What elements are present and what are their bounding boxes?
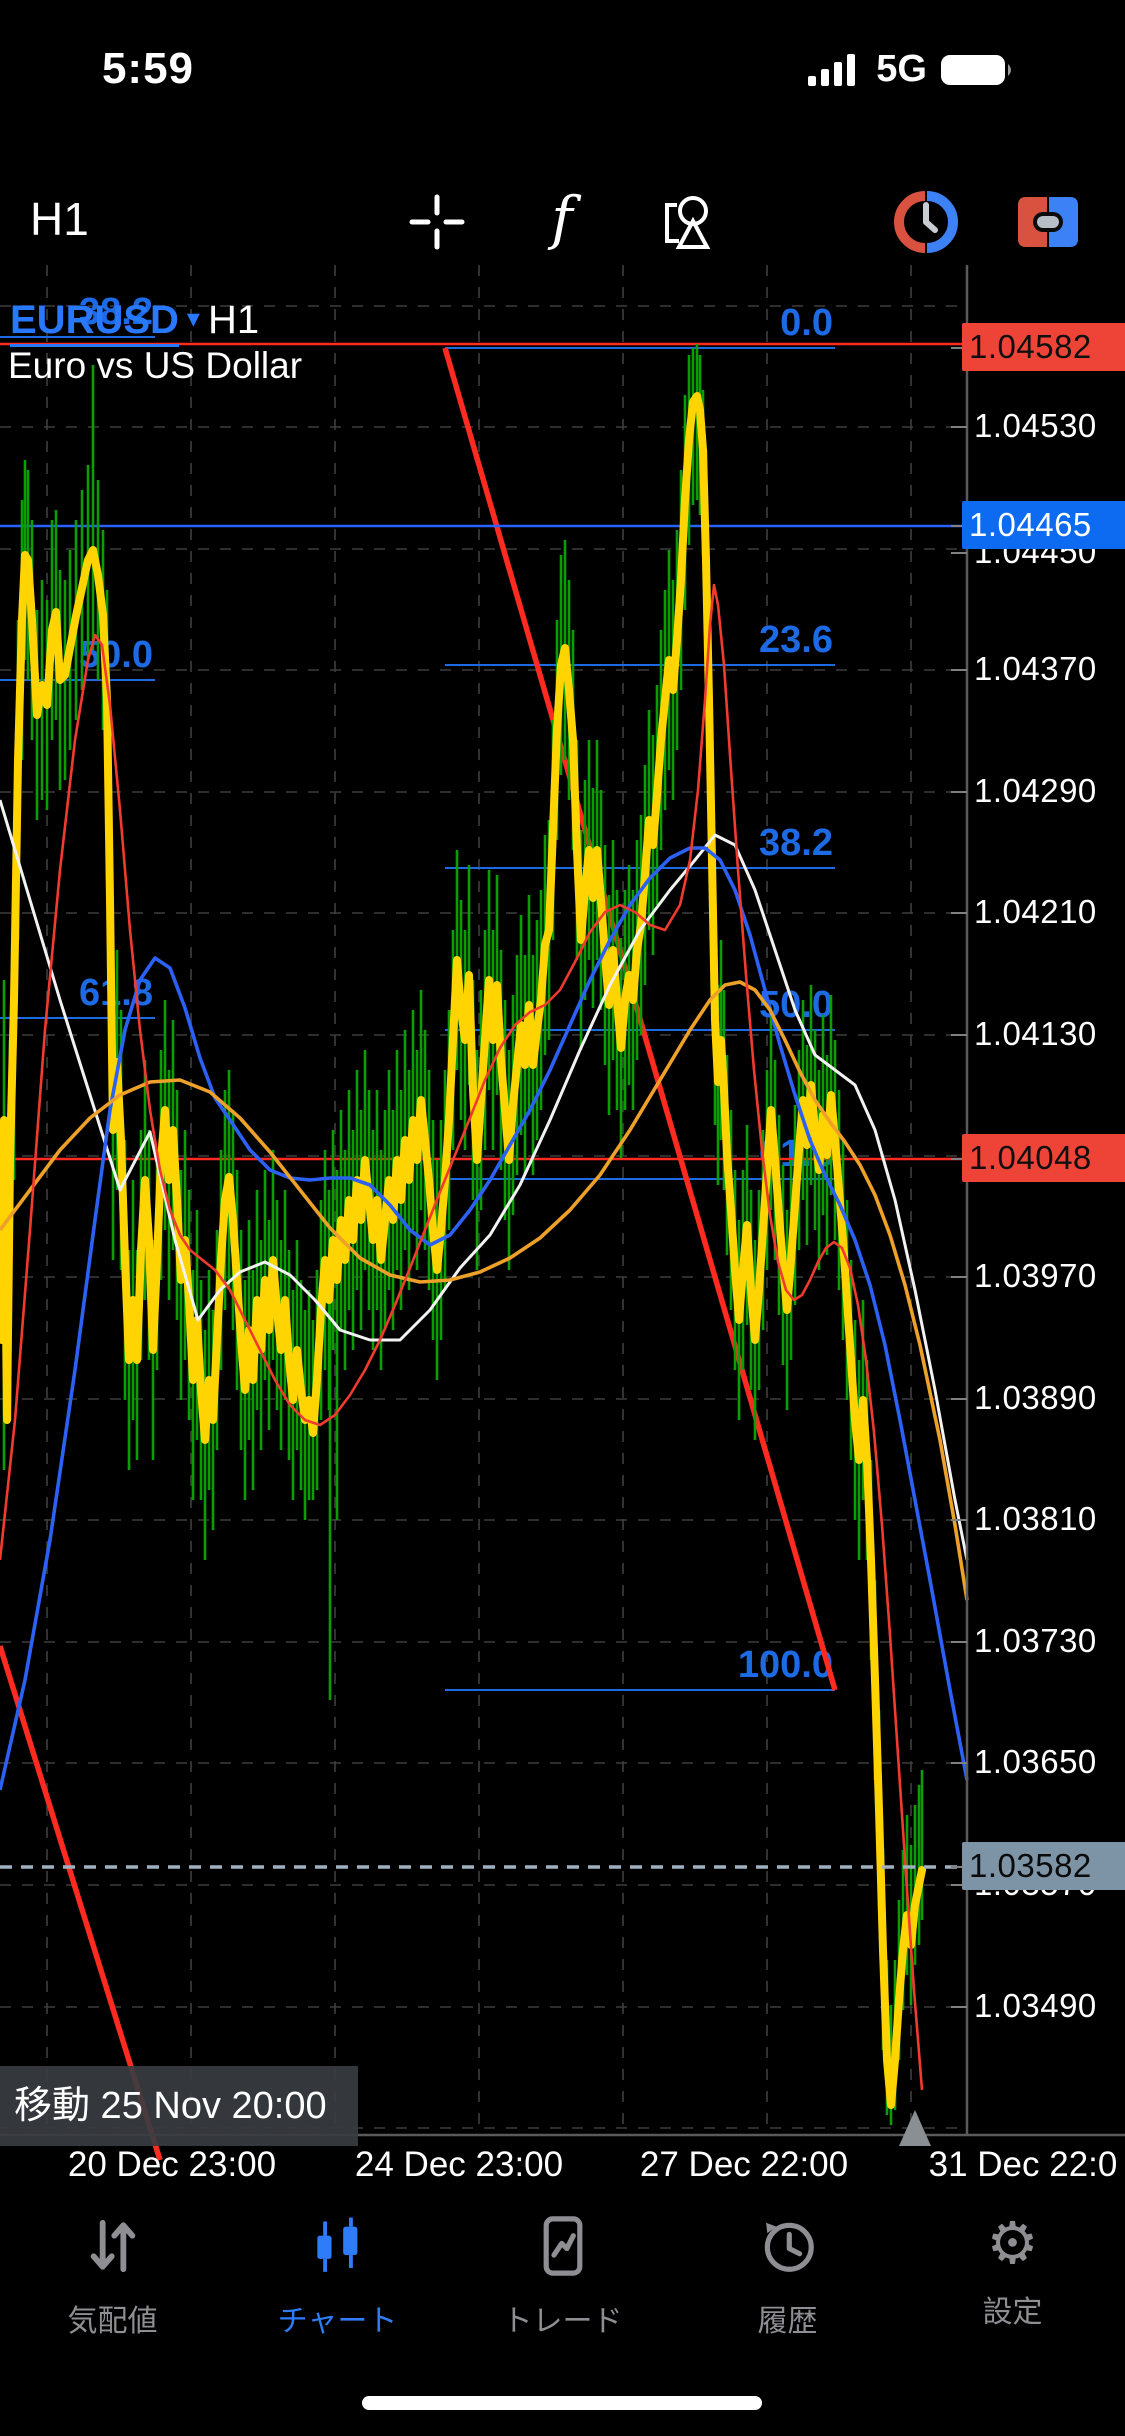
ma-white-line bbox=[0, 799, 969, 1561]
timeframe-button[interactable]: H1 bbox=[30, 193, 89, 245]
nav-item-charts[interactable]: チャート bbox=[225, 2205, 450, 2375]
quotes-icon bbox=[82, 2215, 144, 2282]
ma-orange-line bbox=[0, 980, 969, 1601]
signal-bars-icon bbox=[808, 53, 856, 86]
fibonacci-left-label: 38.2 bbox=[79, 291, 153, 333]
date-axis-label: 31 Dec 22:0 bbox=[928, 2145, 1118, 2184]
sessions-clock-icon[interactable] bbox=[888, 184, 964, 260]
objects-icon[interactable] bbox=[650, 184, 726, 260]
nav-label: チャート bbox=[277, 2305, 398, 2338]
price-axis[interactable]: 1.04582 1.04530 1.04465 1.04450 1.04370 1.042… bbox=[962, 265, 1125, 2205]
price-axis-label: 1.03730 bbox=[974, 1622, 1097, 1659]
price-badge-red: 1.04048 bbox=[962, 1134, 1125, 1182]
price-axis-label: 1.04370 bbox=[974, 650, 1097, 687]
price-axis-label: 1.03890 bbox=[974, 1379, 1097, 1416]
nav-label: 設定 bbox=[982, 2296, 1043, 2329]
last-bar-marker bbox=[899, 2110, 931, 2146]
fibonacci-right-label: 38.2 bbox=[759, 822, 833, 864]
nav-item-history[interactable]: 履歴 bbox=[675, 2205, 900, 2375]
chevron-down-icon: ▾ bbox=[186, 303, 200, 333]
price-axis-label: 1.03970 bbox=[974, 1257, 1097, 1294]
price-badge-red: 1.04582 bbox=[962, 323, 1125, 371]
trade-panel-icon[interactable] bbox=[1010, 184, 1086, 260]
fibonacci-right-label: 100.0 bbox=[738, 1644, 833, 1686]
price-axis-label: 1.03650 bbox=[974, 1743, 1097, 1780]
status-time: 5:59 bbox=[101, 44, 195, 93]
indicators-icon[interactable]: f bbox=[524, 184, 600, 260]
nav-label: トレード bbox=[502, 2305, 623, 2338]
bottom-navigation: 気配値 チャート トレード 履歴 ⚙ 設定 bbox=[0, 2205, 1125, 2375]
home-indicator[interactable] bbox=[362, 2396, 762, 2410]
chart-icon bbox=[307, 2215, 369, 2282]
crosshair-icon[interactable] bbox=[399, 184, 475, 260]
nav-item-trade[interactable]: トレード bbox=[450, 2205, 675, 2375]
svg-text:f: f bbox=[547, 190, 582, 252]
chart-area[interactable]: 38.2 50.0 61.8 0.0 23.6 38.2 50.0 61.8 100.0 EUR… bbox=[0, 265, 1125, 2205]
nav-item-quotes[interactable]: 気配値 bbox=[0, 2205, 225, 2375]
history-icon bbox=[757, 2215, 819, 2282]
network-label: 5G bbox=[876, 48, 927, 90]
price-axis-label: 1.03490 bbox=[974, 1987, 1097, 2024]
price-badge-gray: 1.03582 bbox=[962, 1842, 1125, 1890]
symbol-description: Euro vs US Dollar bbox=[8, 345, 303, 386]
nav-label: 気配値 bbox=[67, 2305, 158, 2338]
fibonacci-right-label: 23.6 bbox=[759, 619, 833, 661]
date-axis-label: 24 Dec 23:00 bbox=[354, 2145, 564, 2184]
price-axis-label: 1.04210 bbox=[974, 893, 1097, 930]
date-axis-label: 27 Dec 22:00 bbox=[639, 2145, 849, 2184]
nav-item-settings[interactable]: ⚙ 設定 bbox=[900, 2205, 1125, 2375]
settings-gear-icon: ⚙ bbox=[986, 2211, 1039, 2276]
ma-blue-line bbox=[0, 846, 969, 1791]
ma-red-line bbox=[0, 583, 924, 2091]
price-line bbox=[0, 392, 926, 2109]
fibonacci-left-label: 50.0 bbox=[79, 634, 153, 676]
crosshair-tooltip: 移動 25 Nov 20:00 bbox=[0, 2066, 358, 2146]
price-badge-blue: 1.04465 bbox=[962, 501, 1125, 549]
fibonacci-right-label: 0.0 bbox=[780, 302, 833, 344]
date-axis-label: 20 Dec 23:00 bbox=[67, 2145, 277, 2184]
battery-icon bbox=[941, 54, 1011, 85]
nav-label: 履歴 bbox=[757, 2305, 818, 2338]
price-axis-label: 1.04290 bbox=[974, 772, 1097, 809]
chart-toolbar: H1 f bbox=[0, 178, 1125, 266]
price-axis-label: 1.03810 bbox=[974, 1500, 1097, 1537]
price-axis-label: 1.04530 bbox=[974, 407, 1097, 444]
trade-icon bbox=[532, 2215, 594, 2282]
price-axis-label: 1.04130 bbox=[974, 1015, 1097, 1052]
status-bar: 5:59 5G bbox=[0, 0, 1125, 100]
chart-timeframe-label: H1 bbox=[207, 298, 260, 342]
symbol-selector[interactable]: EURUSD bbox=[10, 298, 179, 347]
